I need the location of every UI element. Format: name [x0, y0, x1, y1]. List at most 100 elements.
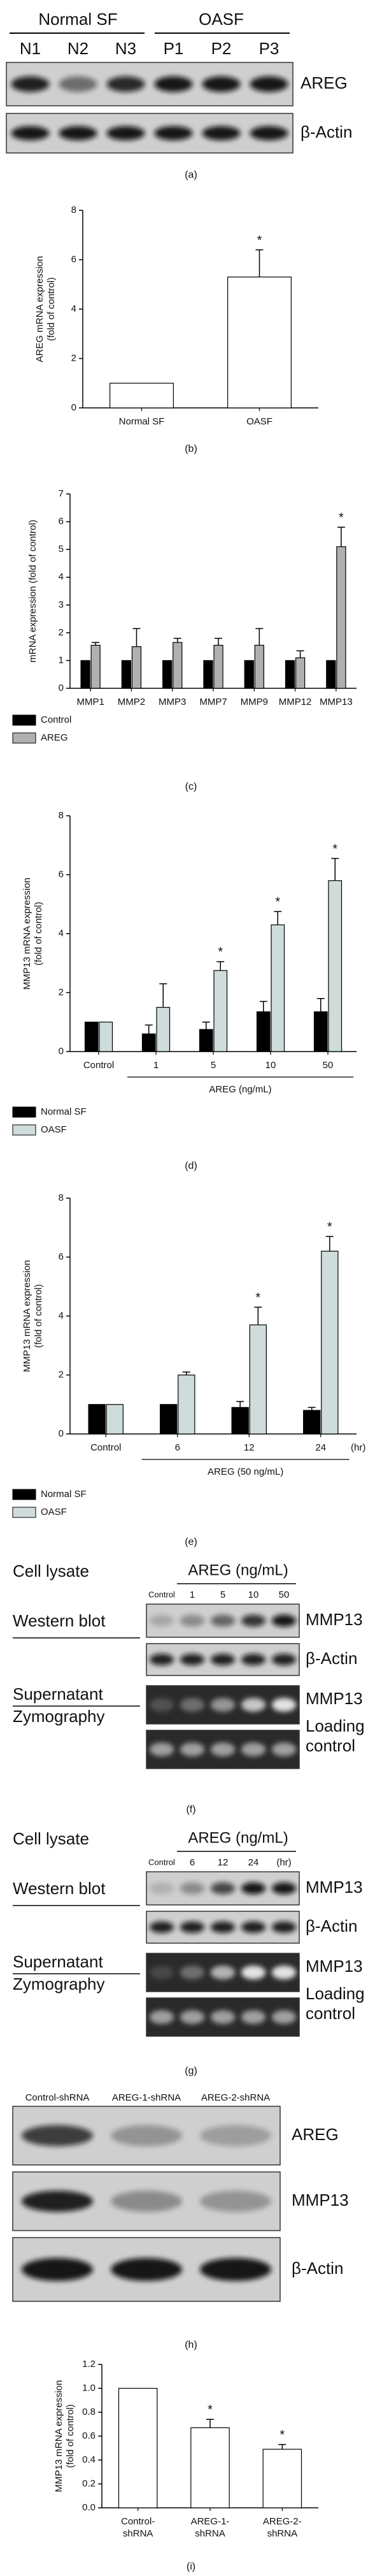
blot-band	[180, 1654, 205, 1665]
y-tick-label: 4	[59, 572, 64, 582]
legend-swatch	[12, 1507, 36, 1518]
lane-label: 24	[248, 1857, 259, 1868]
panel-label: (d)	[185, 1161, 197, 1171]
x-tick-label: MMP7	[199, 697, 227, 707]
lane-label: 5	[220, 1589, 225, 1600]
bar	[336, 546, 346, 689]
x-unit-label: (hr)	[351, 1442, 365, 1453]
bar	[131, 646, 142, 689]
blot-band	[241, 1614, 266, 1627]
bar	[84, 1022, 99, 1052]
blot-band	[241, 1921, 266, 1933]
blot-band	[111, 2190, 182, 2212]
error-bar	[202, 1022, 210, 1030]
blot-band	[180, 2010, 205, 2024]
x-tick-label: Control	[83, 1060, 114, 1071]
y-axis-label: MMP13 mRNA expression	[22, 878, 32, 990]
panel-label: (a)	[185, 170, 197, 180]
blot-band	[22, 2190, 93, 2212]
legend-swatch	[12, 1124, 36, 1136]
bar	[121, 660, 132, 689]
panel-label: (f)	[186, 1804, 195, 1815]
bar	[313, 1011, 328, 1052]
y-axis-label: (fold of control)	[65, 2404, 76, 2468]
treatment-label: AREG (ng/mL)	[188, 1561, 288, 1579]
x-tick-label: shRNA	[195, 2528, 225, 2539]
legend-swatch	[12, 732, 36, 744]
bar	[99, 1022, 113, 1052]
x-tick-label: 5	[211, 1060, 216, 1071]
y-tick-label: 0.0	[82, 2502, 96, 2513]
bar	[326, 660, 336, 689]
y-tick-label: 8	[59, 1192, 64, 1203]
bar	[199, 1029, 213, 1052]
band-label: MMP13	[306, 1878, 363, 1897]
y-axis-label: (fold of control)	[46, 277, 57, 341]
bar	[88, 1404, 106, 1435]
blot-band	[250, 76, 288, 92]
lane-label: AREG-2-shRNA	[201, 2092, 270, 2103]
band-label: β-Actin	[301, 122, 352, 141]
bar	[118, 2387, 158, 2508]
significance-mark: *	[332, 842, 337, 856]
error-bar	[145, 1024, 153, 1034]
x-tick-label: OASF	[246, 416, 272, 427]
blot-band	[200, 2125, 271, 2146]
bar	[213, 644, 223, 689]
blot-band	[22, 2125, 93, 2146]
group-label: Normal SF	[38, 10, 117, 29]
x-tick-label: Control-	[121, 2516, 155, 2527]
y-tick-label: 4	[59, 928, 64, 939]
x-tick-label: 12	[244, 1442, 255, 1453]
bar	[190, 2427, 230, 2508]
blot-band	[271, 1965, 297, 1979]
blot-band	[149, 1921, 174, 1933]
lane-label: P1	[164, 39, 184, 58]
x-tick-label: MMP3	[159, 697, 186, 707]
significance-mark: *	[339, 511, 344, 525]
blot-band	[271, 1921, 297, 1933]
blot-band	[200, 2258, 271, 2281]
legend-swatch	[12, 1489, 36, 1500]
blot-band	[210, 1654, 236, 1665]
y-tick-label: 0.6	[82, 2430, 96, 2441]
error-bar	[274, 911, 282, 925]
y-tick-label: 6	[59, 869, 64, 879]
bar	[285, 660, 295, 689]
panel-label: (b)	[185, 444, 197, 454]
blot-image	[6, 113, 294, 154]
y-tick-label: 0	[59, 683, 64, 693]
bar	[90, 644, 101, 689]
blot-band	[180, 1921, 205, 1933]
x-tick-label: 1	[153, 1060, 159, 1071]
group-label: OASF	[199, 10, 244, 29]
lane-label: 50	[279, 1589, 290, 1600]
blot-band	[149, 2010, 174, 2024]
band-label: AREG	[292, 2125, 339, 2144]
row-label: Western blot	[13, 1611, 106, 1630]
blot-band	[111, 2125, 182, 2146]
bar	[162, 660, 173, 689]
legend-label: Normal SF	[41, 1106, 87, 1117]
x-tick-label: Control	[90, 1442, 121, 1453]
error-bar	[173, 637, 181, 643]
y-tick-label: 4	[59, 1310, 64, 1321]
lane-label: N2	[67, 39, 88, 58]
blot-band	[149, 1614, 174, 1627]
error-bar	[182, 1371, 190, 1375]
treatment-label: AREG (ng/mL)	[188, 1829, 288, 1846]
row-label: Zymography	[13, 1707, 105, 1726]
band-label: control	[306, 2004, 355, 2023]
x-tick-label: AREG-1-	[191, 2516, 230, 2527]
bar	[141, 1033, 156, 1052]
blot-band	[210, 2010, 236, 2024]
band-label: β-Actin	[292, 2259, 343, 2278]
significance-mark: *	[257, 233, 262, 247]
error-bar	[278, 2443, 286, 2450]
x-tick-label: MMP2	[118, 697, 145, 707]
error-bar	[215, 637, 223, 646]
y-axis-label: (fold of control)	[33, 902, 44, 966]
blot-band	[210, 1698, 236, 1712]
lane-label: Control	[148, 1589, 175, 1599]
band-label: control	[306, 1736, 355, 1755]
